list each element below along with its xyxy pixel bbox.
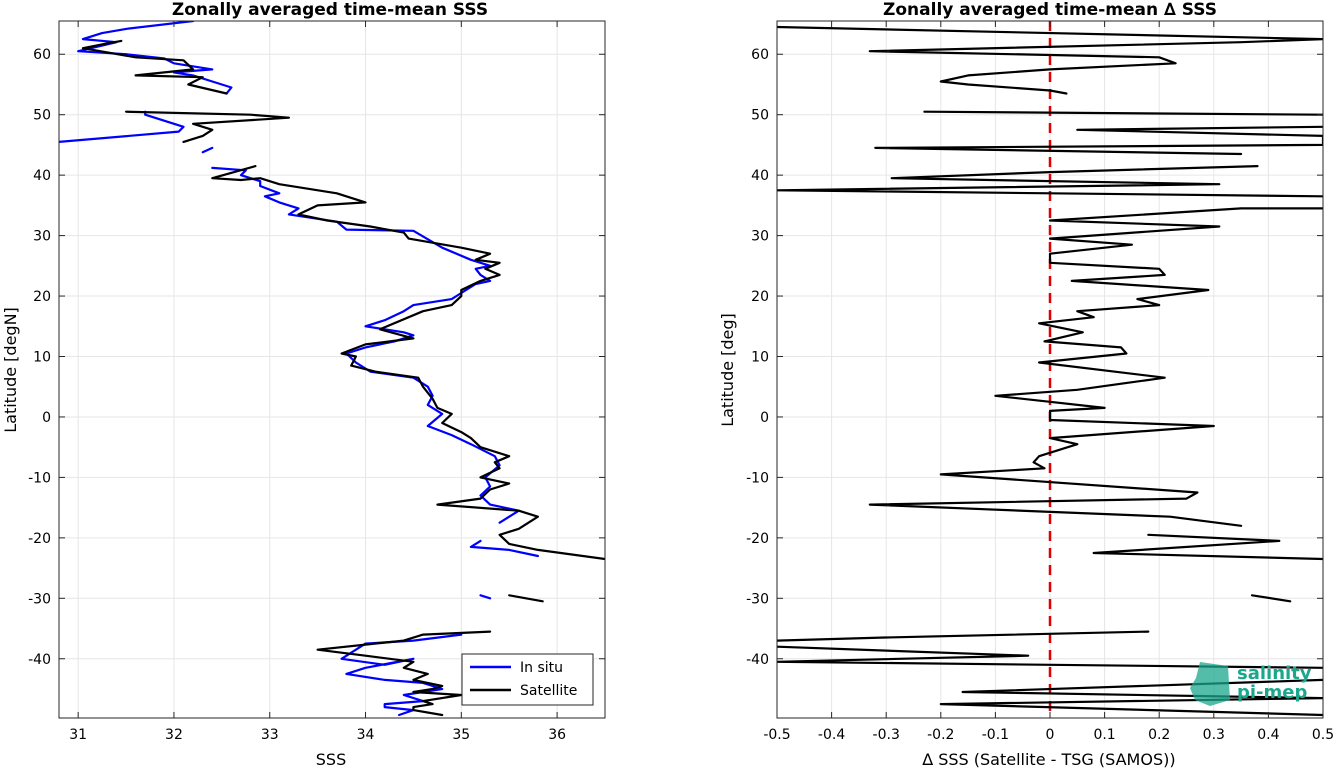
chart-delta-sss: -0.5 -0.4 -0.3 -0.2 -0.1 0 0.1 0.2 0.3 0.4 0.5 -40 -… [718,0,1334,769]
y-tick-label: 0 [760,410,769,426]
grid [59,21,605,718]
y-tick-label: 50 [751,108,769,124]
x-tick-label: 32 [165,727,183,743]
x-tick-label: 36 [548,727,566,743]
y-tick-label: 40 [751,168,769,184]
x-tick-label: -0.1 [982,727,1009,743]
series-delta-sss [777,25,1323,717]
x-tick-label: 0 [1046,727,1055,743]
series-line-segment [777,645,1323,669]
tick-marks: -0.5 -0.4 -0.3 -0.2 -0.1 0 0.1 0.2 0.3 0.4 0.5 -40 -… [746,21,1334,743]
salinity-pi-mep-logo: salinity pi-mep [1190,662,1312,706]
series-line-segment [81,39,228,95]
y-axis-label: Latitude [deg] [718,313,737,427]
series-line-segment [340,633,463,717]
x-tick-label: 31 [69,727,87,743]
series-line-segment [923,110,1323,116]
y-tick-label: 30 [751,229,769,245]
x-tick-label: 0.1 [1093,727,1115,743]
logo-map-icon [1190,662,1230,706]
series-line-segment [201,146,214,154]
x-tick-label: 0.5 [1312,727,1334,743]
y-tick-label: -30 [28,591,51,607]
x-tick-label: 0.3 [1203,727,1225,743]
legend-box [461,653,594,706]
chart-title: Zonally averaged time-mean ∆ SSS [883,0,1217,20]
x-axis-label: SSS [316,750,346,769]
y-tick-label: -40 [28,652,51,668]
x-axis-label: ∆ SSS (Satellite - TSG (SAMOS)) [921,750,1175,769]
series-satellite [81,39,605,717]
chart-sss: 31 32 33 34 35 36 -40 -30 -20 -10 0 10 20 30 40 50 60 Zo… [1,0,606,769]
x-tick-label: -0.3 [873,727,900,743]
y-tick-label: 60 [33,47,51,63]
y-tick-label: -20 [28,531,51,547]
y-tick-label: -20 [746,531,769,547]
y-axis-label: Latitude [degN] [1,307,20,433]
y-tick-label: 0 [42,410,51,426]
x-tick-label: 34 [357,727,375,743]
y-tick-label: -40 [746,652,769,668]
legend: In situ Satellite [461,653,594,706]
y-tick-label: 50 [33,108,51,124]
x-tick-label: -0.4 [818,727,845,743]
series-line-segment [1092,533,1323,561]
series-line-segment [777,165,1323,198]
series-line-segment [469,539,540,558]
y-tick-label: 10 [33,350,51,366]
series-line-segment [479,594,492,600]
x-tick-label: 35 [452,727,470,743]
x-tick-label: -0.2 [927,727,954,743]
y-tick-label: 20 [33,289,51,305]
legend-entry-insitu: In situ [520,660,563,676]
x-tick-label: 0.4 [1257,727,1279,743]
y-tick-label: -10 [746,470,769,486]
y-tick-label: -30 [746,591,769,607]
series-line-segment [124,110,290,143]
axes-box [58,20,606,719]
y-tick-label: 40 [33,168,51,184]
chart-title: Zonally averaged time-mean SSS [172,0,488,20]
y-tick-label: 60 [751,47,769,63]
series-line-segment [868,207,1323,527]
logo-line2: pi-mep [1237,682,1307,703]
x-tick-label: -0.5 [763,727,790,743]
y-tick-label: -10 [28,470,51,486]
x-tick-label: 33 [261,727,279,743]
series-line-segment [59,110,185,143]
legend-entry-satellite: Satellite [520,683,577,699]
series-line-segment [939,678,1323,717]
series-line-segment [777,630,1150,642]
y-tick-label: 30 [33,229,51,245]
tick-marks: 31 32 33 34 35 36 -40 -30 -20 -10 0 10 20 30 40 50 60 [28,21,605,743]
x-tick-label: 0.2 [1148,727,1170,743]
series-line-segment [211,165,605,561]
series-line-segment [316,630,492,717]
series-line-segment [777,25,1323,95]
logo-line1: salinity [1237,663,1312,684]
series-line-segment [508,594,544,603]
series-line-segment [874,125,1323,156]
series-line-segment [211,166,520,524]
series-line-segment [1250,594,1292,603]
y-tick-label: 20 [751,289,769,305]
y-tick-label: 10 [751,350,769,366]
